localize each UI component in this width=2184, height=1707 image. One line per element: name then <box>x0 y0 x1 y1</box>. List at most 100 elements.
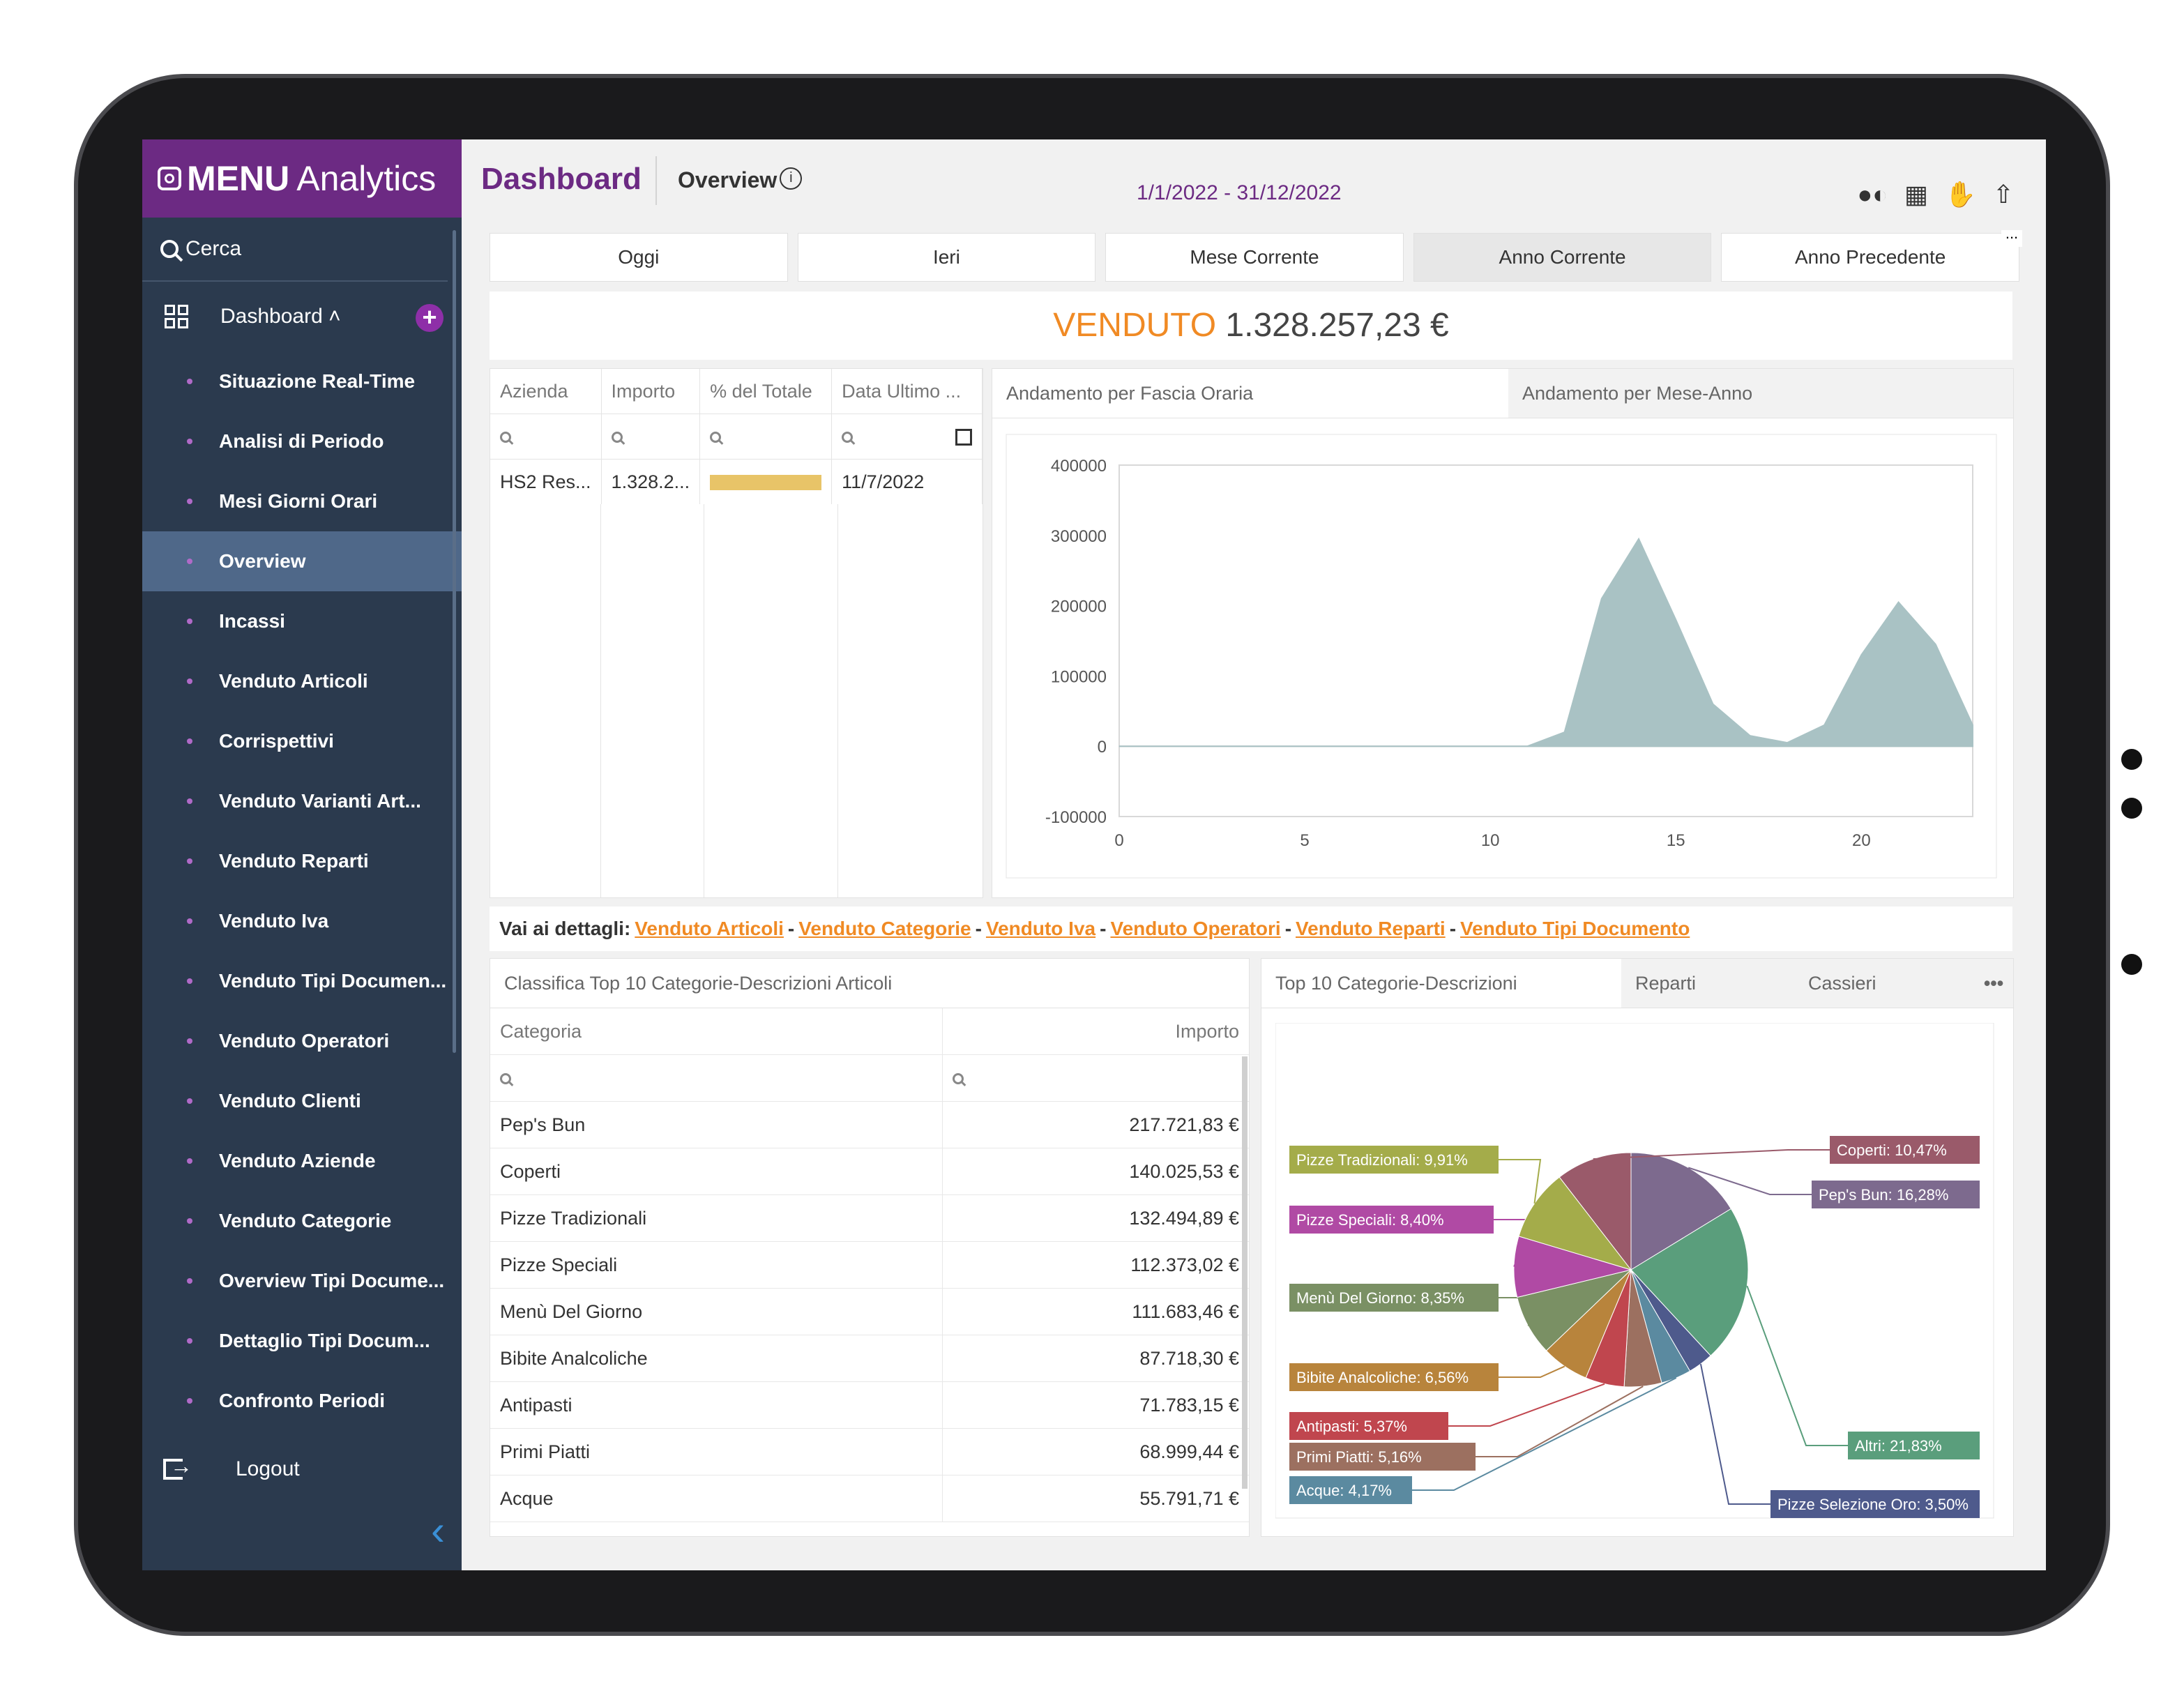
pie-slice <box>1630 1152 1732 1270</box>
register-icon[interactable]: ▦ <box>1904 180 1928 208</box>
sidebar-item-label: Confronto Periodi <box>219 1390 385 1411</box>
pie-label-box <box>1289 1443 1476 1471</box>
x-tick-label: 20 <box>1852 831 1871 850</box>
pie-slice-label: Pizze Speciali: 8,40% <box>1296 1211 1444 1229</box>
period-button[interactable]: Mese Corrente <box>1105 233 1404 282</box>
col-percentuale[interactable]: % del Totale <box>699 369 833 414</box>
cell-categoria: Bibite Analcoliche <box>490 1335 943 1382</box>
table-row[interactable]: Pizze Tradizionali 132.494,89 € <box>490 1194 1249 1242</box>
sidebar-item-overview[interactable]: Overview <box>142 531 462 591</box>
sidebar-item-venduto-aziende[interactable]: Venduto Aziende <box>142 1131 462 1191</box>
pie-slice-label: Acque: 4,17% <box>1296 1482 1392 1499</box>
data-point <box>1155 745 1157 747</box>
sidebar-item-venduto-clienti[interactable]: Venduto Clienti <box>142 1071 462 1131</box>
info-icon[interactable]: i <box>780 167 803 190</box>
filter-importo[interactable] <box>601 414 701 460</box>
table-row[interactable]: Acque 55.791,71 € <box>490 1475 1249 1522</box>
table-row[interactable]: Antipasti 71.783,15 € <box>490 1381 1249 1429</box>
table-row[interactable]: Menù Del Giorno 111.683,46 € <box>490 1288 1249 1335</box>
filter-percentuale[interactable] <box>699 414 833 460</box>
logout-button[interactable]: Logout <box>163 1453 300 1481</box>
dashboard-group[interactable]: Dashboard ˄ + <box>142 282 462 351</box>
venduto-total: VENDUTO 1.328.257,23 € <box>490 291 2012 360</box>
col-categoria[interactable]: Categoria <box>490 1008 943 1055</box>
cell-categoria: Pizze Speciali <box>490 1241 943 1289</box>
cell-categoria: Antipasti <box>490 1381 943 1429</box>
sidebar-item-venduto-tipi-documen[interactable]: Venduto Tipi Documen... <box>142 951 462 1011</box>
sidebar-item-incassi[interactable]: Incassi <box>142 591 462 651</box>
table-row[interactable]: Primi Piatti 68.999,44 € <box>490 1428 1249 1475</box>
sidebar-item-confronto-periodi[interactable]: Confronto Periodi <box>142 1371 462 1431</box>
data-point <box>1192 745 1194 747</box>
sidebar-item-label: Dettaglio Tipi Docum... <box>219 1330 430 1351</box>
sidebar-item-corrispettivi[interactable]: Corrispettivi <box>142 711 462 771</box>
table-row[interactable]: Pep's Bun 217.721,83 € <box>490 1101 1249 1148</box>
sidebar: MENU Analytics Cerca Dashboard ˄ + Situa… <box>142 139 462 1570</box>
details-link[interactable]: Venduto Articoli <box>635 918 784 939</box>
y-tick-label: 400000 <box>1051 457 1107 476</box>
table-row[interactable]: Coperti 140.025,53 € <box>490 1148 1249 1195</box>
sidebar-item-mesi-giorni-orari[interactable]: Mesi Giorni Orari <box>142 471 462 531</box>
sidebar-item-venduto-articoli[interactable]: Venduto Articoli <box>142 651 462 711</box>
hand-icon[interactable]: ✋ <box>1945 180 1976 208</box>
details-link[interactable]: Venduto Reparti <box>1296 918 1446 939</box>
filter-importo[interactable] <box>942 1054 1249 1102</box>
sidebar-item-analisi-di-periodo[interactable]: Analisi di Periodo <box>142 411 462 471</box>
filter-data[interactable] <box>831 414 983 460</box>
col-importo[interactable]: Importo <box>601 369 701 414</box>
period-button[interactable]: Anno Precedente <box>1721 233 2019 282</box>
collapse-sidebar-chevron-icon[interactable]: ‹ <box>431 1507 445 1554</box>
filter-categoria[interactable] <box>490 1054 943 1102</box>
side-sensor <box>2121 749 2142 770</box>
sidebar-item-label: Venduto Categorie <box>219 1210 392 1231</box>
sidebar-item-venduto-categorie[interactable]: Venduto Categorie <box>142 1191 462 1251</box>
details-link[interactable]: Venduto Operatori <box>1110 918 1281 939</box>
details-links-bar: Vai ai dettagli: Venduto Articoli - Venduto… <box>490 906 2012 951</box>
categorie-table: Categoria Importo Pep's Bun 217.721,83 € C… <box>490 1008 1249 1522</box>
date-range[interactable]: 1/1/2022 - 31/12/2022 <box>1137 181 1342 204</box>
sidebar-item-label: Venduto Reparti <box>219 850 369 872</box>
sidebar-item-venduto-reparti[interactable]: Venduto Reparti <box>142 831 462 891</box>
period-button[interactable]: Anno Corrente <box>1413 233 1712 282</box>
details-link[interactable]: Venduto Iva <box>985 918 1096 939</box>
toggle-icon[interactable]: ●◐ <box>1857 180 1888 208</box>
data-point <box>1564 731 1565 733</box>
categorie-panel: Classifica Top 10 Categorie-Descrizioni … <box>490 958 1250 1537</box>
table-row[interactable]: Pizze Speciali 112.373,02 € <box>490 1241 1249 1289</box>
chart-panel: Andamento per Fascia Oraria Andamento pe… <box>992 368 2014 898</box>
sidebar-item-dettaglio-tipi-docum[interactable]: Dettaglio Tipi Docum... <box>142 1311 462 1371</box>
more-options-icon[interactable]: ... <box>2001 226 2022 247</box>
col-importo[interactable]: Importo <box>942 1008 1249 1055</box>
sidebar-item-venduto-varianti-art[interactable]: Venduto Varianti Art... <box>142 771 462 831</box>
period-button[interactable]: Ieri <box>797 233 1096 282</box>
sidebar-search[interactable]: Cerca <box>142 218 448 282</box>
table-scrollbar[interactable] <box>1242 1056 1248 1489</box>
details-link[interactable]: Venduto Categorie <box>798 918 971 939</box>
calendar-icon[interactable] <box>955 428 972 446</box>
y-tick-label: -100000 <box>1045 808 1107 827</box>
sidebar-item-venduto-operatori[interactable]: Venduto Operatori <box>142 1011 462 1071</box>
link-separator: - <box>975 918 982 939</box>
tab-cassieri[interactable]: Cassieri <box>1794 959 1974 1008</box>
sidebar-item-venduto-iva[interactable]: Venduto Iva <box>142 891 462 951</box>
more-options-icon[interactable]: ••• <box>1974 959 2013 1008</box>
col-data-ultimo[interactable]: Data Ultimo ... <box>831 369 983 414</box>
tab-reparti[interactable]: Reparti <box>1621 959 1794 1008</box>
filter-azienda[interactable] <box>490 414 602 460</box>
cell-azienda: HS2 Res... <box>490 459 602 504</box>
sidebar-item-label: Venduto Varianti Art... <box>219 790 421 812</box>
col-azienda[interactable]: Azienda <box>490 369 602 414</box>
period-button[interactable]: Oggi <box>490 233 788 282</box>
pie-label-box <box>1289 1476 1412 1504</box>
sidebar-item-overview-tipi-docume[interactable]: Overview Tipi Docume... <box>142 1251 462 1311</box>
details-link[interactable]: Venduto Tipi Documento <box>1460 918 1690 939</box>
share-icon[interactable]: ⇧ <box>1992 180 2014 208</box>
sidebar-scrollbar[interactable] <box>453 230 456 1053</box>
table-row[interactable]: HS2 Res... 1.328.2... 11/7/2022 <box>490 459 983 504</box>
tab-top10-categorie[interactable]: Top 10 Categorie-Descrizioni <box>1275 972 1517 994</box>
table-row[interactable]: Bibite Analcoliche 87.718,30 € <box>490 1335 1249 1382</box>
add-dashboard-button[interactable]: + <box>416 304 443 332</box>
tab-mese-anno[interactable]: Andamento per Mese-Anno <box>1508 369 2013 418</box>
tab-fascia-oraria[interactable]: Andamento per Fascia Oraria <box>1006 382 1254 404</box>
sidebar-item-situazione-real-time[interactable]: Situazione Real-Time <box>142 351 462 411</box>
